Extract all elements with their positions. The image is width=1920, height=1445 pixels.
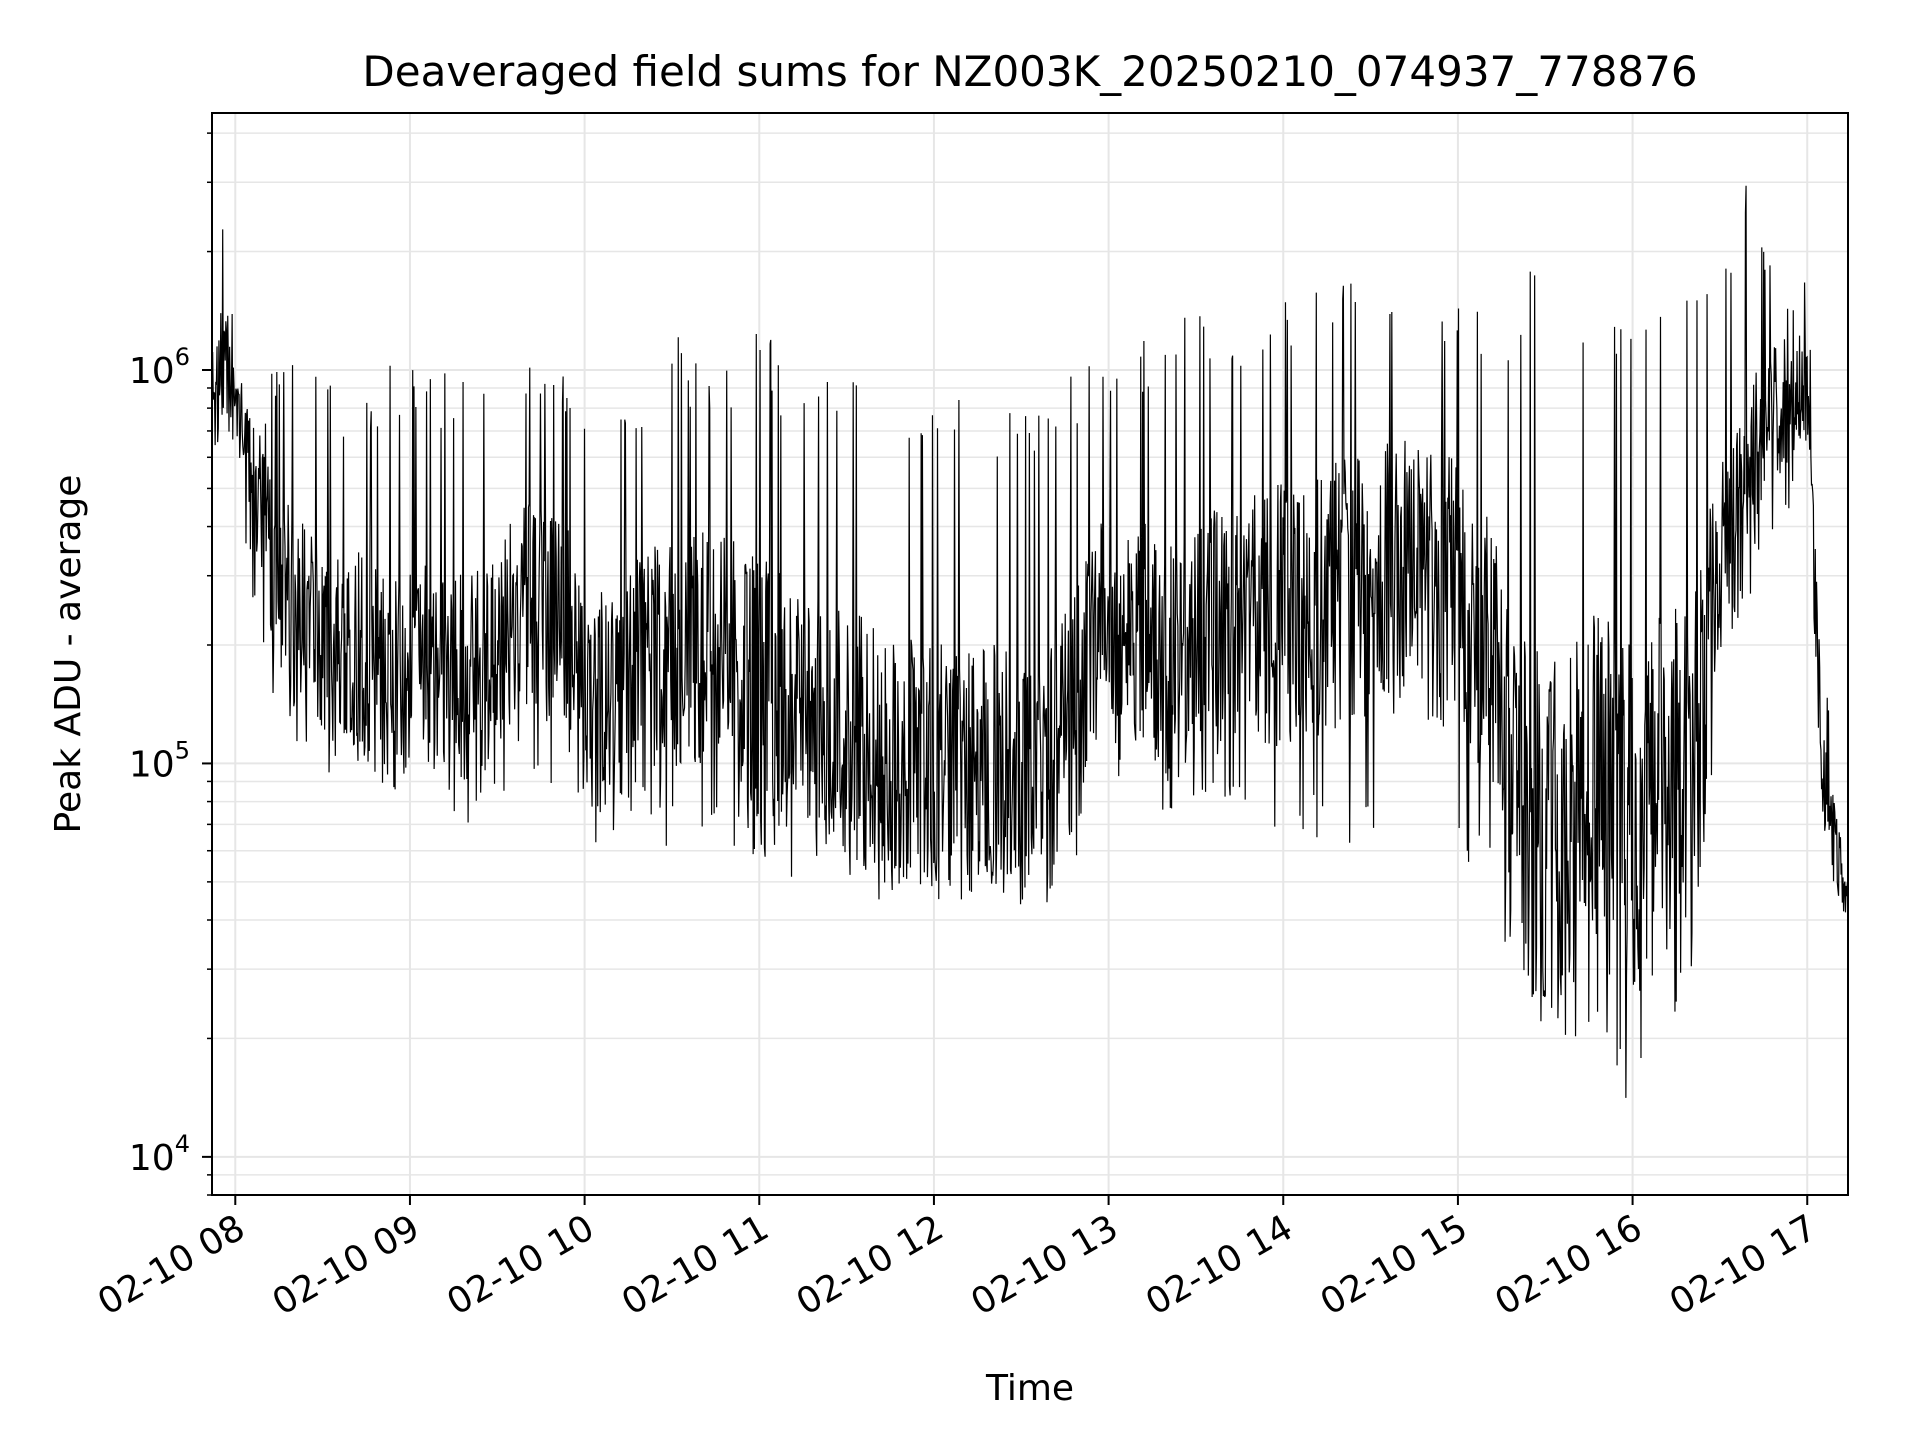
y-tick-base: 10 — [129, 351, 175, 392]
y-tick-exponent: 4 — [175, 1130, 190, 1158]
y-tick-label: 104 — [129, 1130, 190, 1179]
y-tick-exponent: 6 — [175, 343, 190, 371]
y-tick-label: 105 — [129, 736, 190, 785]
y-tick-exponent: 5 — [175, 736, 190, 764]
y-tick-base: 10 — [129, 1138, 175, 1179]
chart-title: Deaveraged field sums for NZ003K_2025021… — [362, 47, 1697, 96]
data-layer — [211, 185, 1849, 1098]
data-series-line — [211, 185, 1849, 1098]
x-axis-label: Time — [985, 1368, 1074, 1409]
y-tick-label: 106 — [129, 343, 190, 392]
plot-frame — [211, 112, 1849, 1196]
y-axis-label: Peak ADU - average — [48, 475, 89, 834]
y-tick-base: 10 — [129, 744, 175, 785]
